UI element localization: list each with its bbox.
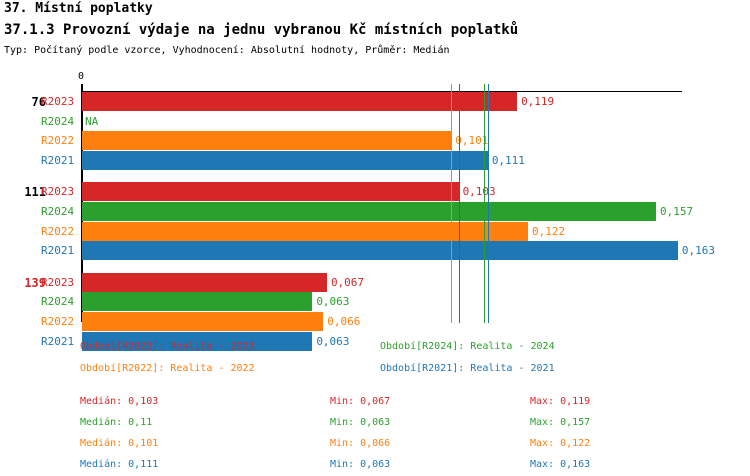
median-reference-line	[488, 84, 489, 323]
median-reference-line	[451, 84, 452, 323]
bar-value-label: 0,103	[462, 185, 496, 199]
bar-value-label: 0,119	[521, 95, 555, 108]
bar[interactable]	[82, 131, 452, 151]
bar[interactable]	[82, 292, 313, 312]
bar[interactable]	[82, 92, 518, 111]
group-label: 76	[31, 95, 46, 109]
legend-item[interactable]: Období[R2024]: Realita - 2024	[380, 341, 555, 352]
stat-median: Medián: 0,101	[80, 438, 159, 449]
bar-value-label: 0,101	[455, 134, 489, 148]
axis-tick-0	[81, 84, 83, 92]
bar-value-label: 0,063	[316, 295, 350, 309]
row-label-r2022: R2022	[41, 315, 75, 328]
axis-top-line	[82, 91, 682, 92]
bar[interactable]	[82, 182, 459, 202]
row-label-r2022: R2022	[41, 224, 75, 238]
median-reference-line	[459, 84, 460, 323]
stat-min: Min: 0,067	[330, 396, 391, 407]
stat-median: Medián: 0,11	[80, 417, 153, 428]
row-label-r2022: R2022	[41, 134, 75, 148]
bar[interactable]	[82, 150, 488, 170]
axis-tick-label-0: 0	[78, 71, 85, 82]
row-label-r2021: R2021	[41, 153, 75, 167]
bar-value-label: 0,163	[681, 244, 716, 258]
bar-na-label: NA	[85, 114, 99, 128]
bar-value-label: 0,122	[532, 224, 566, 238]
stat-max: Max: 0,119	[530, 396, 591, 407]
legend-item[interactable]: Období[R2023]: Realita - 2023	[80, 341, 255, 352]
stat-min: Min: 0,063	[330, 417, 391, 428]
row-label-r2024: R2024	[41, 295, 75, 309]
bar-value-label: 0,067	[330, 275, 365, 289]
stat-median: Medián: 0,103	[80, 396, 159, 407]
stat-max: Max: 0,122	[530, 438, 591, 449]
chart-subtitle: Typ: Počítaný podle vzorce, Vyhodnocení:…	[4, 45, 450, 56]
bar[interactable]	[82, 221, 529, 241]
stat-max: Max: 0,157	[530, 417, 591, 428]
bar[interactable]	[82, 241, 678, 261]
bar-value-label: 0,157	[659, 205, 694, 218]
legend-item[interactable]: Období[R2022]: Realita - 2022	[80, 363, 255, 374]
stat-median: Medián: 0,111	[80, 459, 159, 470]
row-label-r2021: R2021	[41, 244, 75, 258]
bar[interactable]	[82, 272, 327, 292]
page-title: 37. Místní poplatky	[4, 1, 153, 16]
group-label: 111	[24, 185, 46, 200]
chart-title: 37.1.3 Provozní výdaje na jednu vybranou…	[4, 22, 519, 38]
bar-value-label: 0,111	[491, 153, 525, 167]
median-reference-line	[484, 84, 485, 323]
bar-value-label: 0,066	[327, 315, 361, 328]
bar-value-label: 0,063	[316, 334, 350, 348]
row-label-r2024: R2024	[41, 205, 75, 218]
row-label-r2024: R2024	[41, 114, 75, 128]
row-label-r2023: R2023	[41, 95, 75, 108]
bar[interactable]	[82, 312, 324, 331]
bar[interactable]	[82, 331, 313, 351]
row-label-r2023: R2023	[41, 185, 75, 199]
stat-max: Max: 0,163	[530, 459, 591, 470]
row-label-r2021: R2021	[41, 334, 75, 348]
stat-min: Min: 0,063	[330, 459, 391, 470]
bar[interactable]	[82, 202, 656, 221]
stat-min: Min: 0,066	[330, 438, 391, 449]
group-label: 139	[24, 275, 46, 290]
legend-item[interactable]: Období[R2021]: Realita - 2021	[380, 363, 555, 374]
row-label-r2023: R2023	[41, 275, 75, 289]
